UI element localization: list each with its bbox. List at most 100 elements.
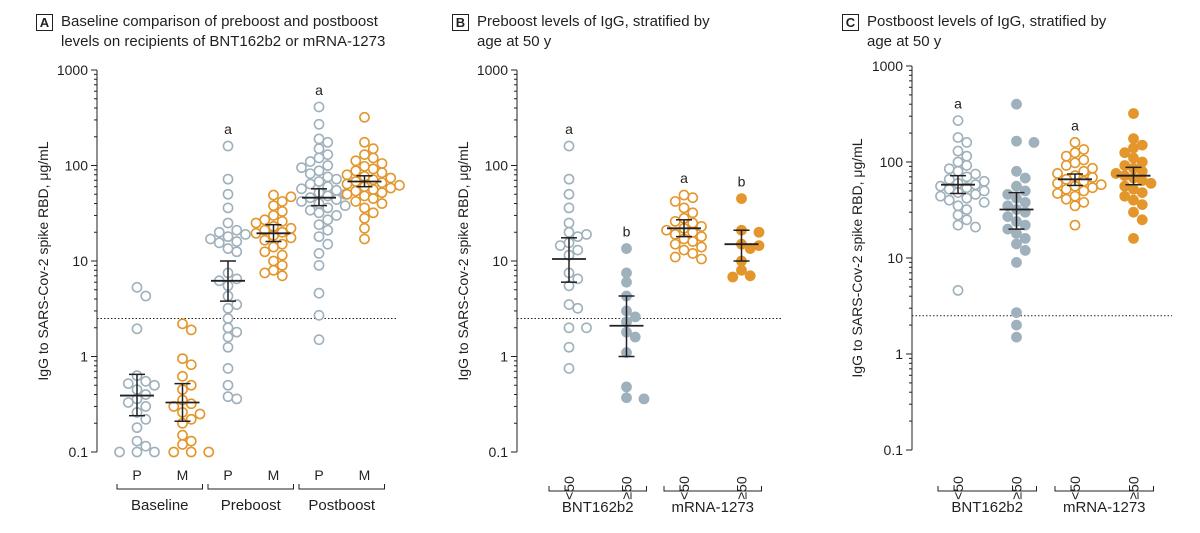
- data-point: [669, 251, 681, 263]
- data-point: [313, 143, 325, 155]
- data-point: [285, 191, 297, 203]
- data-point: [1060, 150, 1072, 162]
- data-point: [952, 284, 964, 296]
- y-tick-label: 1: [80, 349, 88, 365]
- y-tick-label: 100: [65, 158, 89, 174]
- data-point: [961, 192, 973, 204]
- data-point: [1110, 168, 1122, 179]
- data-point: [1078, 144, 1090, 155]
- data-point: [177, 439, 188, 450]
- panel-a: A Baseline comparison of preboost and po…: [0, 0, 410, 533]
- data-point: [222, 188, 234, 200]
- data-point: [222, 231, 234, 243]
- panel-b-letter: B: [452, 14, 469, 31]
- data-point: [935, 190, 946, 202]
- data-point: [259, 246, 271, 258]
- data-point: [276, 270, 288, 282]
- y-tick-label: 0.1: [489, 444, 509, 460]
- data-point: [322, 160, 334, 171]
- data-point: [678, 244, 690, 256]
- data-point: [753, 226, 765, 238]
- data-point: [268, 210, 279, 221]
- data-point: [572, 273, 584, 285]
- data-point: [1011, 331, 1022, 343]
- x-category-label: P: [132, 467, 141, 483]
- panel-c-title: Postboost levels of IgG, stratified by a…: [867, 13, 1107, 50]
- data-point: [296, 162, 307, 174]
- y-tick-label: 1000: [477, 62, 508, 78]
- data-point: [122, 378, 134, 390]
- data-point: [1078, 154, 1090, 166]
- data-point: [231, 299, 243, 310]
- y-tick-label: 0.1: [69, 444, 89, 460]
- data-point: [1128, 152, 1139, 164]
- data-point: [638, 393, 650, 405]
- data-point: [313, 207, 325, 219]
- data-point: [304, 156, 316, 167]
- group-bracket: [116, 484, 203, 490]
- y-tick-label: 10: [492, 253, 508, 269]
- data-point: [961, 171, 973, 183]
- data-point: [177, 429, 188, 441]
- data-point: [341, 188, 353, 200]
- data-point: [961, 137, 973, 148]
- data-point: [952, 115, 964, 126]
- panel-c-header: C Postboost levels of IgG, stratified by…: [842, 12, 1106, 56]
- data-point: [296, 183, 307, 195]
- data-point: [563, 202, 575, 214]
- data-point: [952, 200, 964, 212]
- data-point: [276, 206, 288, 217]
- data-point: [205, 233, 216, 245]
- data-point: [177, 370, 188, 382]
- data-point: [1002, 211, 1014, 222]
- data-point: [313, 259, 325, 271]
- data-point: [961, 214, 973, 226]
- data-point: [1119, 147, 1131, 159]
- data-point: [1019, 244, 1031, 256]
- panel-c: C Postboost levels of IgG, stratified by…: [800, 0, 1200, 533]
- data-point: [331, 173, 342, 185]
- data-point: [322, 238, 334, 250]
- data-point: [331, 210, 342, 221]
- data-point: [304, 168, 316, 180]
- data-point: [114, 446, 125, 458]
- data-point: [1136, 156, 1148, 168]
- data-point: [222, 363, 234, 374]
- data-point: [1095, 179, 1107, 191]
- data-point: [563, 173, 575, 185]
- data-point: [1011, 180, 1022, 192]
- data-point: [1087, 182, 1098, 194]
- data-point: [313, 287, 325, 299]
- data-point: [978, 175, 990, 187]
- chart-b: 0.1 1 10 100 1000 IgG to SARS-Cov-2 spike RBD…: [455, 62, 782, 516]
- data-point: [1011, 98, 1022, 110]
- data-point: [359, 202, 370, 214]
- data-point: [313, 176, 325, 187]
- data-point: [203, 446, 215, 458]
- x-category-label: <50: [676, 476, 692, 500]
- data-point: [331, 184, 342, 196]
- data-point: [231, 236, 243, 247]
- y-tick-label: 1: [500, 349, 508, 365]
- data-point: [222, 302, 234, 314]
- data-point: [304, 204, 316, 216]
- data-point: [350, 196, 362, 207]
- y-tick-label: 10: [887, 250, 903, 266]
- data-point: [140, 440, 152, 452]
- data-point: [1011, 238, 1022, 250]
- data-point: [736, 193, 747, 205]
- data-point: [1011, 307, 1022, 318]
- data-point: [322, 202, 334, 214]
- data-point: [1128, 142, 1139, 154]
- data-point: [943, 163, 955, 175]
- data-point: [322, 224, 334, 236]
- data-point: [952, 132, 964, 143]
- data-point: [1019, 172, 1031, 184]
- data-point: [1145, 177, 1157, 189]
- data-point: [661, 224, 672, 236]
- data-point: [572, 244, 584, 256]
- y-axis-label: IgG to SARS-Cov-2 spike RBD, μg/mL: [35, 141, 51, 380]
- x-category-label: ≥50: [734, 476, 750, 499]
- x-category-label: ≥50: [1009, 476, 1025, 499]
- group-bracket: [298, 484, 385, 490]
